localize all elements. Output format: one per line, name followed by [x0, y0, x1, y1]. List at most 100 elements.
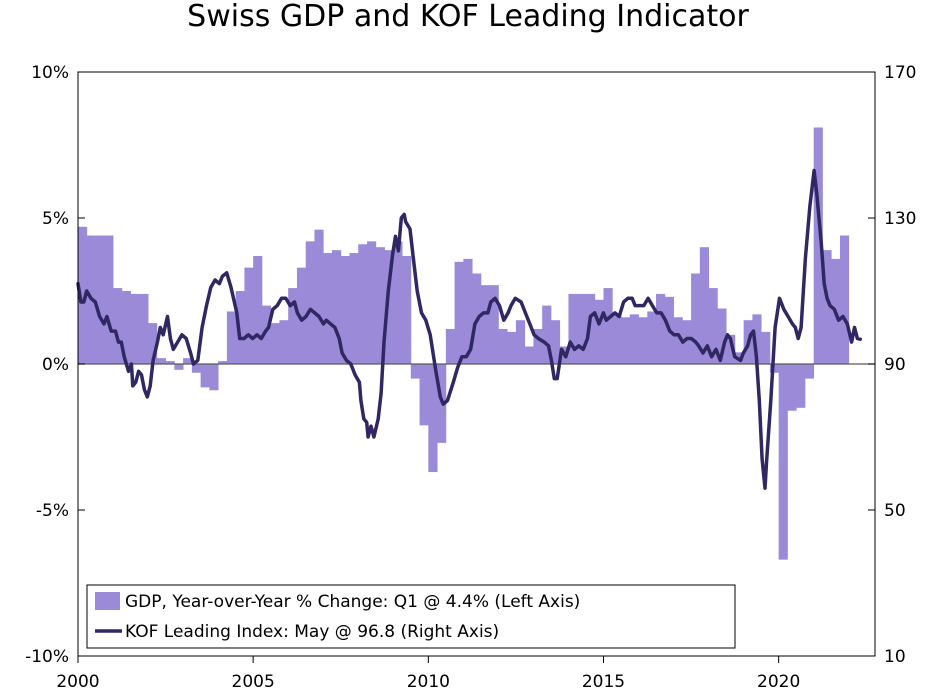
left-tick-label: 5%	[42, 209, 69, 229]
gdp-bar	[305, 241, 315, 364]
gdp-bar	[174, 364, 184, 370]
gdp-bar	[647, 311, 657, 364]
gdp-bar	[804, 364, 815, 379]
gdp-bar	[331, 250, 342, 364]
gdp-bar	[822, 250, 832, 364]
gdp-bar	[594, 299, 604, 364]
gdp-bar	[191, 364, 202, 373]
gdp-bar	[454, 261, 464, 364]
gdp-bar	[200, 364, 210, 388]
right-tick-label: 10	[884, 647, 906, 667]
gdp-bar	[629, 314, 639, 364]
right-tick-label: 90	[884, 355, 906, 375]
left-tick-label: -10%	[25, 647, 69, 667]
gdp-bar	[682, 320, 692, 364]
gdp-bar	[165, 361, 175, 364]
gdp-bar	[209, 364, 219, 391]
gdp-bar	[769, 364, 780, 373]
right-tick-label: 170	[884, 63, 916, 83]
gdp-bar	[393, 241, 403, 364]
gdp-bar	[577, 293, 587, 364]
gdp-bar	[121, 291, 131, 364]
gdp-bar	[296, 267, 307, 364]
left-tick-label: -5%	[36, 501, 69, 521]
gdp-bar	[323, 253, 333, 364]
gdp-bar	[261, 305, 272, 364]
gdp-bar	[717, 308, 727, 364]
gdp-bar	[130, 293, 140, 364]
gdp-bar	[279, 320, 289, 364]
gdp-bar	[585, 293, 596, 364]
gdp-bar	[156, 358, 166, 364]
gdp-bar	[78, 226, 88, 364]
left-tick-label: 0%	[42, 355, 69, 375]
gdp-bar	[349, 253, 359, 364]
right-tick-label: 50	[884, 501, 906, 521]
gdp-bar	[778, 364, 788, 560]
gdp-bar	[104, 235, 114, 364]
gdp-bar	[533, 328, 543, 364]
gdp-bar	[183, 358, 193, 364]
gdp-bar	[314, 229, 324, 364]
gdp-bar	[524, 346, 534, 364]
kof-line	[76, 168, 863, 490]
gdp-bar	[673, 317, 683, 364]
gdp-bar	[358, 244, 368, 364]
x-tick-label: 2005	[232, 672, 275, 692]
gdp-bar	[761, 331, 771, 364]
legend: GDP, Year-over-Year % Change: Q1 @ 4.4% …	[86, 584, 736, 649]
gdp-bar	[708, 288, 718, 364]
chart-title: Swiss GDP and KOF Leading Indicator	[187, 0, 749, 34]
gdp-bar	[139, 293, 149, 364]
x-tick-label: 2010	[407, 672, 450, 692]
gdp-bar	[384, 250, 394, 364]
gdp-bar	[367, 241, 377, 364]
gdp-bar	[148, 323, 158, 364]
gdp-bar	[288, 288, 298, 364]
gdp-bar	[419, 364, 429, 426]
gdp-bar	[235, 291, 245, 364]
gdp-bar	[253, 255, 263, 364]
right-tick-label: 130	[884, 209, 916, 229]
gdp-bar	[498, 328, 508, 364]
gdp-bar	[787, 364, 797, 411]
gdp-bar	[568, 293, 578, 364]
x-tick-label: 2015	[582, 672, 625, 692]
left-tick-label: 10%	[31, 63, 69, 83]
gdp-bar	[726, 334, 736, 364]
x-axis-ticks: 2000 2005 2010 2015 2020	[56, 656, 800, 692]
gdp-bar	[428, 364, 438, 473]
gdp-bar	[402, 255, 412, 364]
left-axis-ticks: 10% 5% 0% -5% -10%	[25, 63, 85, 667]
legend-swatch-gdp	[95, 592, 120, 610]
gdp-bar	[621, 317, 631, 364]
gdp-bar	[113, 288, 123, 364]
x-tick-label: 2020	[757, 672, 800, 692]
gdp-bar	[550, 320, 561, 364]
gdp-bar	[699, 247, 709, 364]
gdp-bar	[656, 293, 666, 364]
gdp-bar	[542, 305, 552, 364]
gdp-bar	[691, 273, 701, 364]
gdp-bar	[839, 235, 850, 364]
gdp-bar	[489, 285, 499, 364]
gdp-bar	[515, 320, 526, 364]
gdp-bar	[480, 285, 491, 364]
gdp-bar	[375, 247, 385, 364]
gdp-bar	[796, 364, 806, 408]
gdp-bar	[463, 258, 473, 364]
legend-box	[86, 584, 736, 649]
gdp-bar	[813, 127, 823, 364]
gdp-bar	[218, 361, 228, 364]
gdp-bar	[752, 314, 762, 364]
gdp-bar	[638, 317, 648, 364]
gdp-bar	[603, 288, 613, 364]
gdp-bar	[507, 331, 517, 364]
gdp-bar	[95, 235, 105, 364]
gdp-bar	[612, 314, 622, 364]
right-axis-ticks: 170 130 90 50 10	[868, 63, 916, 667]
gdp-bar	[340, 255, 350, 364]
gdp-bar	[410, 364, 420, 379]
legend-label-kof: KOF Leading Index: May @ 96.8 (Right Axi…	[125, 622, 499, 642]
